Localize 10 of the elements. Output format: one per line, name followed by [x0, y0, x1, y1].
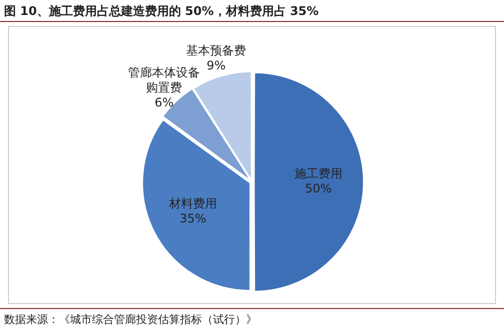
data-label: 9% — [206, 58, 226, 72]
chart-title: 图 10、施工费用占总建造费用的 50%，材料费用占 35% — [4, 3, 319, 20]
data-label: 35% — [180, 212, 206, 226]
data-label: 6% — [154, 96, 174, 110]
source-note: 数据来源：《城市综合管廊投资估算指标（试行）》 — [4, 312, 257, 327]
slice-label: 施工费用 — [294, 166, 342, 181]
slice-label: 材料费用 — [168, 196, 217, 211]
slice-label: 管廊本体设备购置费 — [128, 66, 200, 95]
slice-label: 基本预备费 — [186, 43, 246, 58]
data-label: 50% — [305, 182, 332, 196]
